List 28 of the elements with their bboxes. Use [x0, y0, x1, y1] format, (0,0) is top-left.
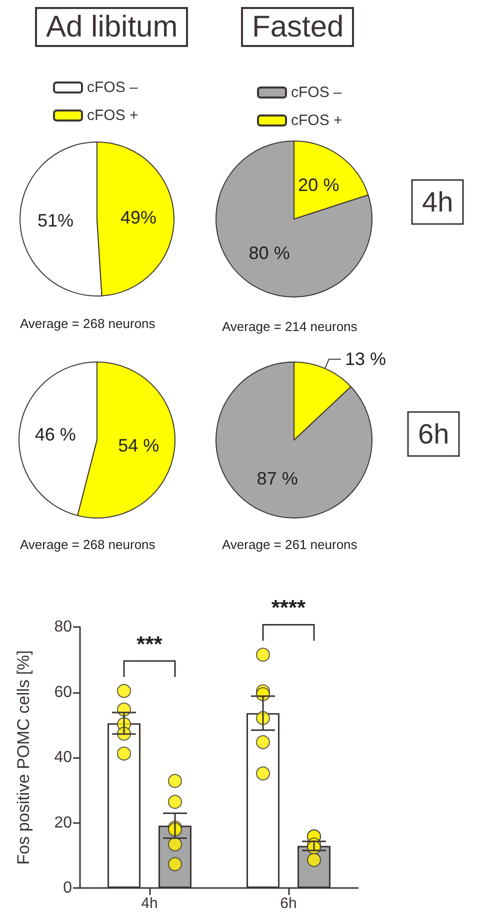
chart-title: Ad libitum	[46, 10, 178, 44]
y-tick-label: 60	[54, 684, 72, 701]
data-label: 49%	[120, 208, 156, 228]
text: ****	[271, 595, 306, 620]
data-label: 51%	[38, 210, 74, 230]
y-axis-title: Fos positive POMC cells [%]	[14, 650, 33, 865]
text: Average = 268 neurons	[20, 316, 156, 331]
data-label: 13 %	[344, 349, 386, 370]
y-tick-label: 40	[54, 749, 72, 766]
text: 6h	[418, 418, 450, 450]
data-label: 46 %	[34, 424, 76, 445]
data-label: 54 %	[118, 435, 160, 456]
y-tick-label: 0	[63, 880, 72, 896]
y-tick-label: 20	[54, 814, 72, 832]
data-label: 87 %	[256, 468, 298, 489]
text: Average = 268 neurons	[20, 537, 156, 552]
legend-label: cFOS +	[291, 112, 342, 129]
legend-label: cFOS +	[87, 107, 138, 124]
annotation: ***	[136, 631, 163, 656]
text: 4h	[422, 186, 454, 218]
y-tick-label: 80	[54, 618, 72, 636]
legend-label: cFOS –	[87, 79, 138, 96]
text: Average = 261 neurons	[222, 537, 358, 552]
legend-label: cFOS –	[291, 84, 342, 101]
data-label: 20 %	[298, 175, 340, 196]
text: Average = 214 neurons	[222, 319, 358, 334]
chart-title: Fasted	[252, 10, 344, 44]
data-label: 80 %	[248, 242, 290, 263]
